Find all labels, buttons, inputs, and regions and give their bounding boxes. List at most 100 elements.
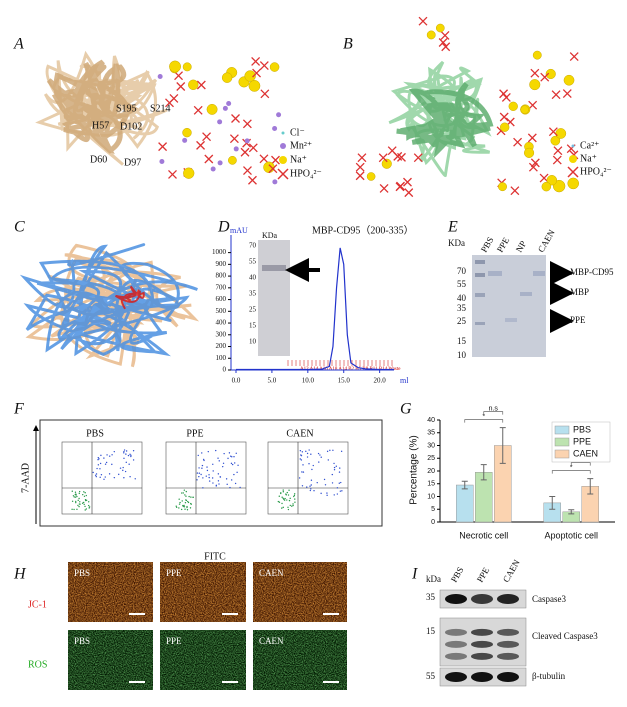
marker-label: 25 xyxy=(457,316,467,326)
group-label: CAEN xyxy=(259,636,284,646)
dot xyxy=(85,508,88,510)
row-label: JC-1 xyxy=(28,599,47,610)
ion xyxy=(217,160,223,166)
ion xyxy=(441,42,451,52)
legend-swatch xyxy=(554,425,570,435)
dot xyxy=(305,450,307,453)
dot xyxy=(97,464,100,466)
dot xyxy=(71,490,73,492)
dot xyxy=(308,463,310,465)
dot xyxy=(95,473,98,475)
band xyxy=(497,628,519,636)
y-tick-label: 0 xyxy=(223,366,227,374)
y-tick-label: 25 xyxy=(427,455,435,462)
ion xyxy=(418,16,428,26)
dot xyxy=(233,455,235,458)
ion xyxy=(157,73,163,79)
ion xyxy=(552,155,562,165)
band xyxy=(445,628,467,636)
band xyxy=(445,594,467,604)
dot xyxy=(78,490,81,493)
dot xyxy=(310,453,312,455)
ion xyxy=(379,183,389,193)
dot xyxy=(336,493,339,495)
dot xyxy=(202,458,205,461)
dot xyxy=(180,492,183,494)
dot xyxy=(198,475,200,478)
legend: Ca²⁺ Na⁺ HPO₄²⁻ xyxy=(567,140,612,178)
ion xyxy=(563,74,575,86)
dot xyxy=(277,500,280,503)
bracket xyxy=(570,462,591,466)
axis-label: ml xyxy=(400,376,409,385)
protein-label: β-tubulin xyxy=(532,671,566,681)
gel-band xyxy=(475,260,485,264)
dot xyxy=(289,497,291,500)
dot xyxy=(310,479,313,481)
dot xyxy=(130,455,132,458)
y-tick-label: 35 xyxy=(427,430,435,437)
ion xyxy=(182,62,192,72)
y-tick-label: 500 xyxy=(216,307,227,315)
panel-letter: B xyxy=(343,36,353,53)
dot xyxy=(83,491,85,493)
y-tick-label: 100 xyxy=(216,354,227,362)
marker-label: 70 xyxy=(249,242,257,250)
panel-letter: I xyxy=(411,566,418,583)
dot xyxy=(333,469,336,471)
band xyxy=(471,652,493,660)
legend-label: Ca²⁺ xyxy=(580,140,599,151)
band xyxy=(497,640,519,648)
gel-kda: KDa xyxy=(262,231,278,240)
marker-label: 40 xyxy=(457,293,467,303)
residue-label: D102 xyxy=(120,121,142,132)
ion xyxy=(259,154,269,164)
lane-label: PPE xyxy=(475,565,492,584)
dot xyxy=(198,467,200,469)
dot xyxy=(183,489,186,491)
dot xyxy=(103,457,105,459)
dot xyxy=(105,461,108,464)
image-texture xyxy=(253,562,347,622)
dot xyxy=(123,450,125,453)
y-tick-label: 5 xyxy=(431,506,435,513)
dot xyxy=(218,483,220,485)
dot xyxy=(287,508,290,511)
dot xyxy=(233,473,235,476)
group-label: CAEN xyxy=(259,568,284,578)
dot xyxy=(313,489,315,492)
legend-swatch xyxy=(554,437,570,447)
dot xyxy=(306,486,308,488)
protein-overlay xyxy=(19,243,200,368)
y-tick-label: 800 xyxy=(216,272,227,280)
gate xyxy=(62,442,142,514)
gel-panel: KDa PBS PPE NP CAEN 70 55 40 35 25 15 10… xyxy=(448,227,614,360)
image-texture xyxy=(160,630,246,690)
lane-label: PBS xyxy=(449,565,466,584)
ion xyxy=(169,93,179,103)
dot xyxy=(201,452,203,454)
ion xyxy=(413,153,423,163)
dot xyxy=(229,486,231,489)
dot xyxy=(217,473,220,475)
dot xyxy=(333,466,336,469)
marker-label: 15 xyxy=(457,336,467,346)
ion xyxy=(222,105,228,111)
dot xyxy=(88,507,90,509)
lane-label: PBS xyxy=(479,235,496,254)
dot xyxy=(302,471,305,473)
ion xyxy=(228,155,237,165)
x-tick-label: Necrotic cell xyxy=(459,530,508,540)
dot xyxy=(310,488,312,490)
dot xyxy=(104,463,107,465)
dot xyxy=(301,471,303,473)
protein-label: Cleaved Caspase3 xyxy=(532,631,598,641)
ion xyxy=(169,60,181,73)
ion xyxy=(569,52,579,62)
ion xyxy=(540,72,550,82)
dot xyxy=(293,494,296,497)
dot xyxy=(308,449,310,451)
dot xyxy=(206,466,208,468)
ion xyxy=(567,177,579,190)
legend-swatch xyxy=(280,143,286,149)
